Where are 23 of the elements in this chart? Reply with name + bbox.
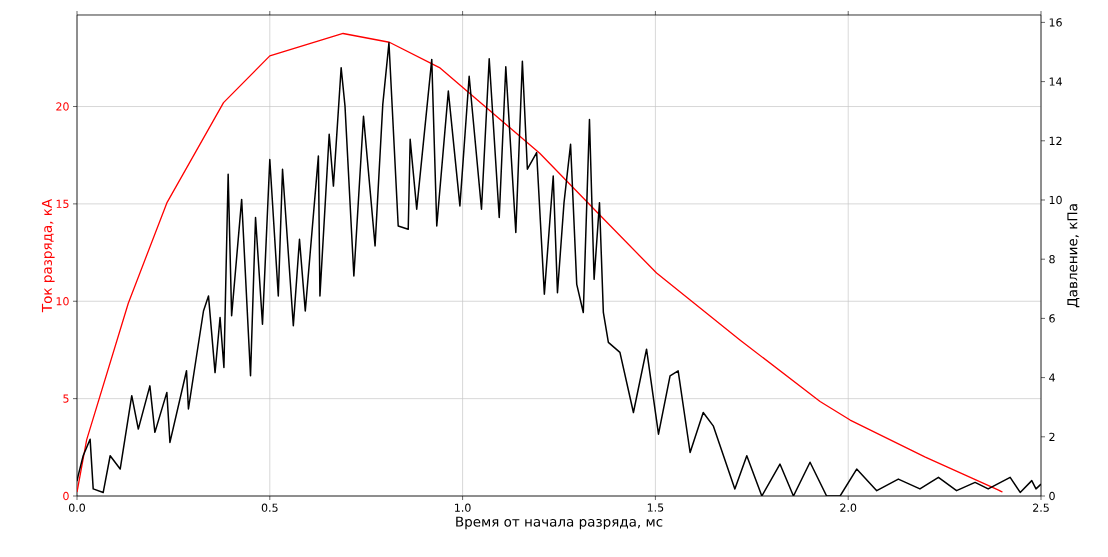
y2-tick-label: 4 <box>1049 373 1055 382</box>
y2-tick-label: 2 <box>1049 432 1055 441</box>
y-tick-label: 10 <box>56 297 69 306</box>
y-tick-label: 0 <box>63 491 69 501</box>
y-tick-label: 5 <box>63 394 69 403</box>
y2-tick-label: 16 <box>1049 18 1062 27</box>
y2-tick-label: 0 <box>1049 491 1055 501</box>
y2-tick-label: 12 <box>1049 136 1062 145</box>
y2-axis-title: Давление, кПа <box>1067 204 1080 308</box>
x-tick-label: 1.5 <box>647 503 664 512</box>
y2-tick-label: 10 <box>1049 195 1062 205</box>
x-tick-label: 2.0 <box>840 503 857 512</box>
y-axis-title: Ток разряда, кА <box>41 198 55 313</box>
x-tick-label: 1.0 <box>455 503 471 512</box>
x-tick-label: 0.5 <box>261 503 278 512</box>
y2-tick-label: 14 <box>1049 77 1062 86</box>
y2-tick-label: 8 <box>1049 255 1055 264</box>
x-tick-label: 2.5 <box>1033 503 1049 512</box>
x-axis-title: Время от начала разряда, мс <box>456 516 663 530</box>
x-tick-label: 0.0 <box>68 503 86 512</box>
y2-tick-label: 6 <box>1049 314 1055 323</box>
y-tick-label: 15 <box>56 199 69 208</box>
y-tick-label: 20 <box>56 102 69 111</box>
